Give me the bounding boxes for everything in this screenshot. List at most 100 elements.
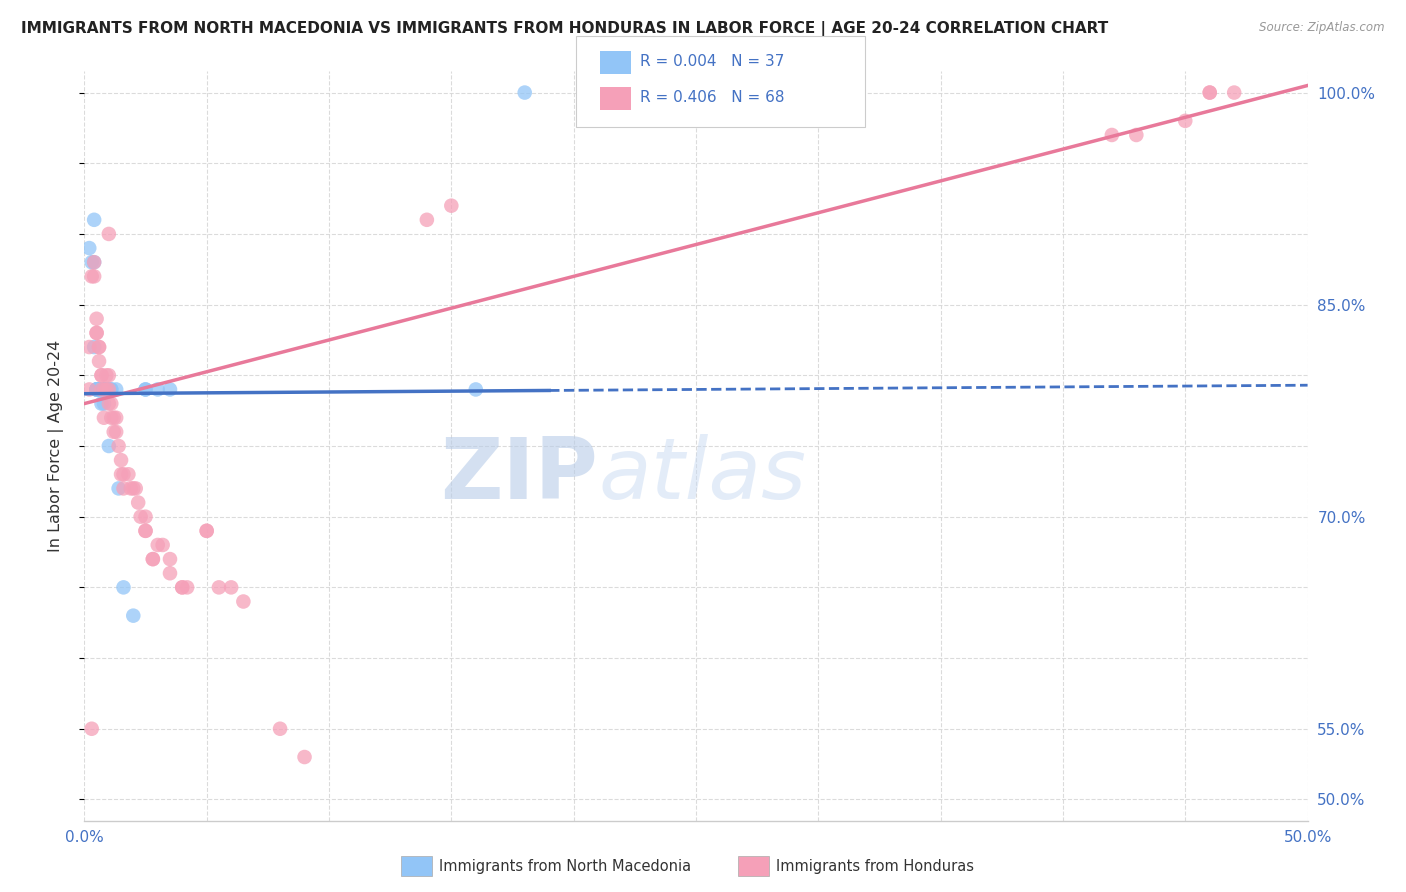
Point [86,383,108,397]
Point [90,368,112,383]
Point [135,524,157,538]
Point [90,383,112,397]
Point [86,383,108,397]
Point [100,410,122,425]
Point [103,425,125,439]
Text: ZIP: ZIP [440,434,598,517]
Text: R = 0.406   N = 68: R = 0.406 N = 68 [640,90,785,104]
Point [208,580,231,594]
Point [83,255,105,269]
Point [105,383,128,397]
Point [83,212,105,227]
Point [90,396,112,410]
Point [105,425,128,439]
Point [1198,86,1220,100]
Point [146,538,169,552]
Text: Source: ZipAtlas.com: Source: ZipAtlas.com [1260,21,1385,34]
Point [219,580,242,594]
Point [90,368,112,383]
Point [107,482,129,496]
Point [142,552,165,566]
Point [86,383,108,397]
Point [100,383,122,397]
Point [100,396,122,410]
Point [1223,86,1246,100]
Point [135,383,157,397]
Point [96,383,118,397]
Point [135,383,157,397]
Point [80,255,103,269]
Point [93,383,115,397]
Point [135,524,157,538]
Point [97,368,120,383]
Point [1174,113,1197,128]
Point [83,269,105,284]
Point [464,383,486,397]
Point [1125,128,1147,142]
Point [112,467,135,482]
Point [80,722,103,736]
Point [103,410,125,425]
Point [120,482,142,496]
Point [86,383,108,397]
Point [86,383,108,397]
Point [83,255,105,269]
Point [416,212,439,227]
Point [86,311,108,326]
Y-axis label: In Labor Force | Age 20-24: In Labor Force | Age 20-24 [48,340,63,552]
Point [159,566,181,581]
Point [87,340,110,354]
Text: atlas: atlas [598,434,806,517]
Point [172,580,194,594]
Point [77,340,100,354]
Point [93,383,115,397]
Point [77,383,100,397]
Point [195,524,218,538]
Point [83,340,105,354]
Point [1101,128,1123,142]
Point [294,750,316,764]
Point [112,580,135,594]
Point [93,410,115,425]
Point [176,580,198,594]
Point [122,482,145,496]
Text: Immigrants from North Macedonia: Immigrants from North Macedonia [439,859,690,873]
Point [93,383,115,397]
Point [135,509,157,524]
Point [122,608,145,623]
Point [513,86,536,100]
Point [87,354,110,368]
Point [142,552,165,566]
Point [90,383,112,397]
Point [117,467,139,482]
Point [440,199,463,213]
Point [96,383,118,397]
Point [110,467,132,482]
Point [269,722,291,736]
Point [232,594,254,608]
Point [90,383,112,397]
Text: R = 0.004   N = 37: R = 0.004 N = 37 [640,54,785,69]
Point [97,439,120,453]
Point [195,524,218,538]
Point [125,482,148,496]
Point [112,482,135,496]
Point [77,241,100,255]
Point [110,453,132,467]
Point [93,383,115,397]
Point [93,396,115,410]
Point [96,383,118,397]
Point [97,383,120,397]
Point [172,580,194,594]
Text: IMMIGRANTS FROM NORTH MACEDONIA VS IMMIGRANTS FROM HONDURAS IN LABOR FORCE | AGE: IMMIGRANTS FROM NORTH MACEDONIA VS IMMIG… [21,21,1108,37]
Point [96,368,118,383]
Point [107,439,129,453]
Point [159,552,181,566]
Point [152,538,174,552]
Point [127,495,149,509]
Point [97,227,120,241]
Text: Immigrants from Honduras: Immigrants from Honduras [776,859,974,873]
Point [100,383,122,397]
Point [80,269,103,284]
Point [87,383,110,397]
